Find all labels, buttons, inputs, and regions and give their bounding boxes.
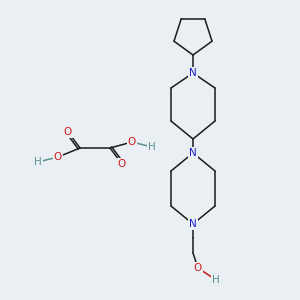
Text: H: H	[148, 142, 156, 152]
Text: O: O	[118, 159, 126, 169]
Text: N: N	[189, 68, 197, 78]
Text: O: O	[64, 127, 72, 137]
Text: O: O	[128, 137, 136, 147]
Text: O: O	[54, 152, 62, 162]
Text: N: N	[189, 148, 197, 158]
Text: H: H	[212, 275, 220, 285]
Text: N: N	[189, 219, 197, 229]
Text: H: H	[34, 157, 42, 167]
Text: O: O	[194, 263, 202, 273]
